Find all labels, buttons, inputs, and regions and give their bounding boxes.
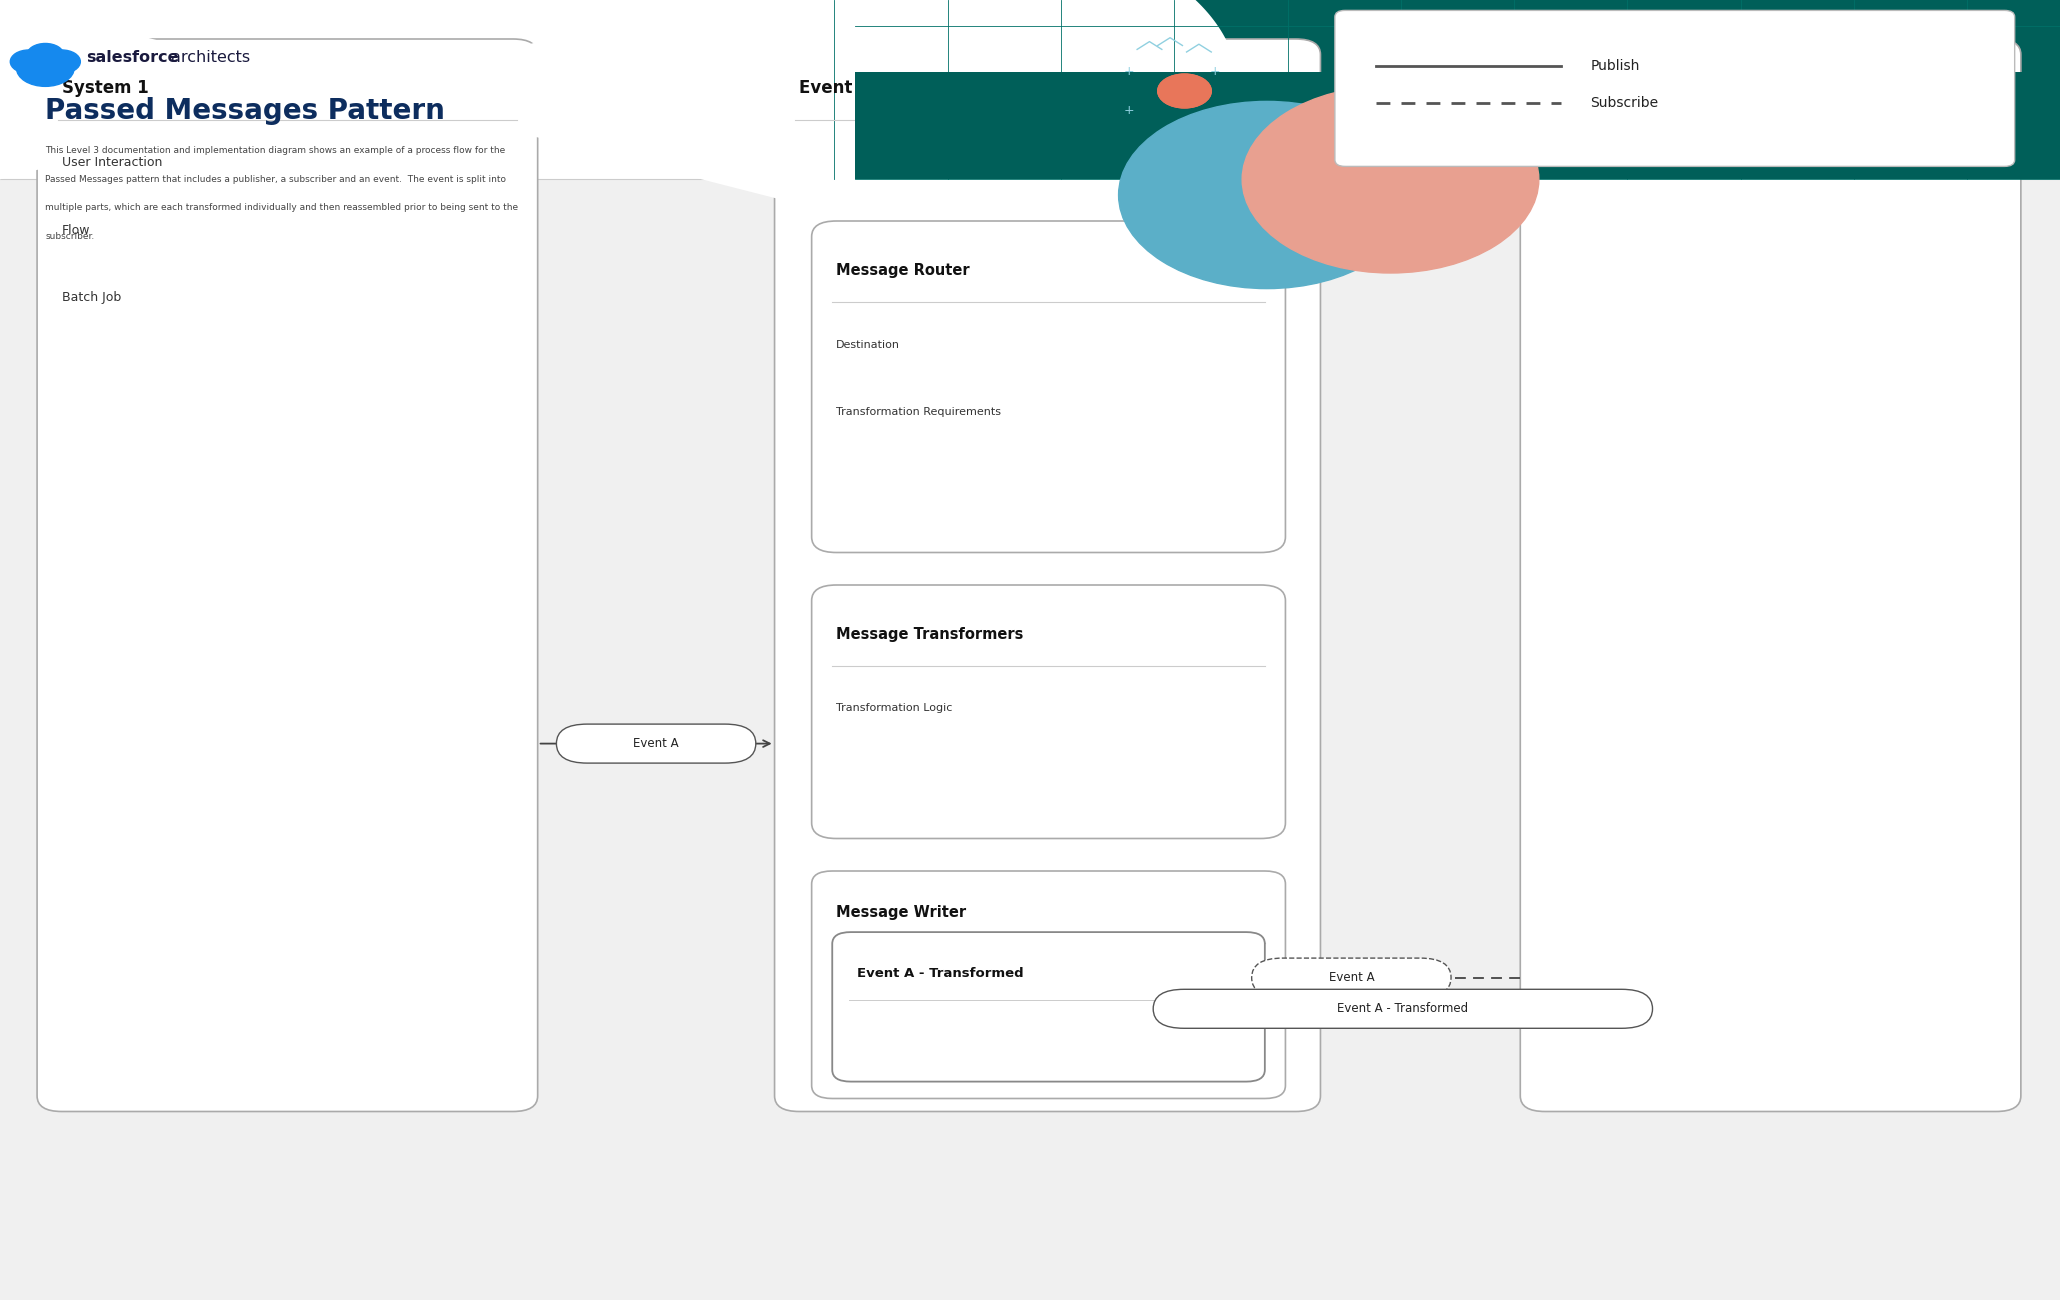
Circle shape [1158,74,1211,108]
Text: Event A: Event A [1329,971,1374,984]
Circle shape [16,49,74,86]
Bar [0,0,2060,179]
Text: Message Writer: Message Writer [836,905,966,920]
Text: Flow: Flow [62,224,91,237]
Text: User Interaction: User Interaction [62,156,163,169]
Bar [0,179,2060,1300]
Circle shape [43,49,80,73]
Polygon shape [0,0,1238,251]
FancyBboxPatch shape [812,585,1285,838]
FancyBboxPatch shape [812,221,1285,552]
Text: Destination: Destination [836,339,900,350]
Text: Transformation Requirements: Transformation Requirements [836,407,1001,417]
Bar [855,72,2060,179]
Circle shape [1119,101,1415,289]
FancyBboxPatch shape [832,932,1265,1082]
Text: System 1: System 1 [62,79,148,98]
Circle shape [1158,74,1211,108]
Text: +: + [1209,65,1222,78]
Bar [855,0,2060,179]
Text: Event A - Transformed: Event A - Transformed [1337,1002,1469,1015]
Text: salesforce: salesforce [87,49,179,65]
Text: This Level 3 documentation and implementation diagram shows an example of a proc: This Level 3 documentation and implement… [45,146,505,155]
Text: Event A - Transformed: Event A - Transformed [857,967,1024,980]
Text: +: + [1123,65,1135,78]
FancyBboxPatch shape [812,871,1285,1098]
Text: System 2: System 2 [1545,79,1632,98]
Text: subscriber.: subscriber. [45,231,95,240]
Text: Subscribe: Subscribe [1590,96,1658,109]
Circle shape [1242,86,1539,273]
Text: Event A: Event A [632,737,680,750]
FancyBboxPatch shape [1252,958,1450,997]
Text: Message Transformers: Message Transformers [836,627,1024,642]
Text: Message Router: Message Router [836,263,970,278]
FancyBboxPatch shape [1520,39,2021,1112]
Text: Passed Messages Pattern: Passed Messages Pattern [45,98,445,125]
FancyBboxPatch shape [556,724,756,763]
Text: architects: architects [171,49,249,65]
FancyBboxPatch shape [775,39,1320,1112]
Text: +: + [1123,104,1135,117]
Text: Passed Messages pattern that includes a publisher, a subscriber and an event.  T: Passed Messages pattern that includes a … [45,174,507,183]
FancyBboxPatch shape [1154,989,1652,1028]
FancyBboxPatch shape [1335,10,2015,166]
Text: Event Bus: Event Bus [799,79,892,98]
Text: Publish: Publish [1590,60,1640,73]
FancyBboxPatch shape [37,39,538,1112]
Circle shape [10,49,47,73]
Text: Transformation Logic: Transformation Logic [836,703,952,714]
Circle shape [27,43,64,66]
Text: multiple parts, which are each transformed individually and then reassembled pri: multiple parts, which are each transform… [45,203,519,212]
Text: Batch Job: Batch Job [62,291,122,304]
